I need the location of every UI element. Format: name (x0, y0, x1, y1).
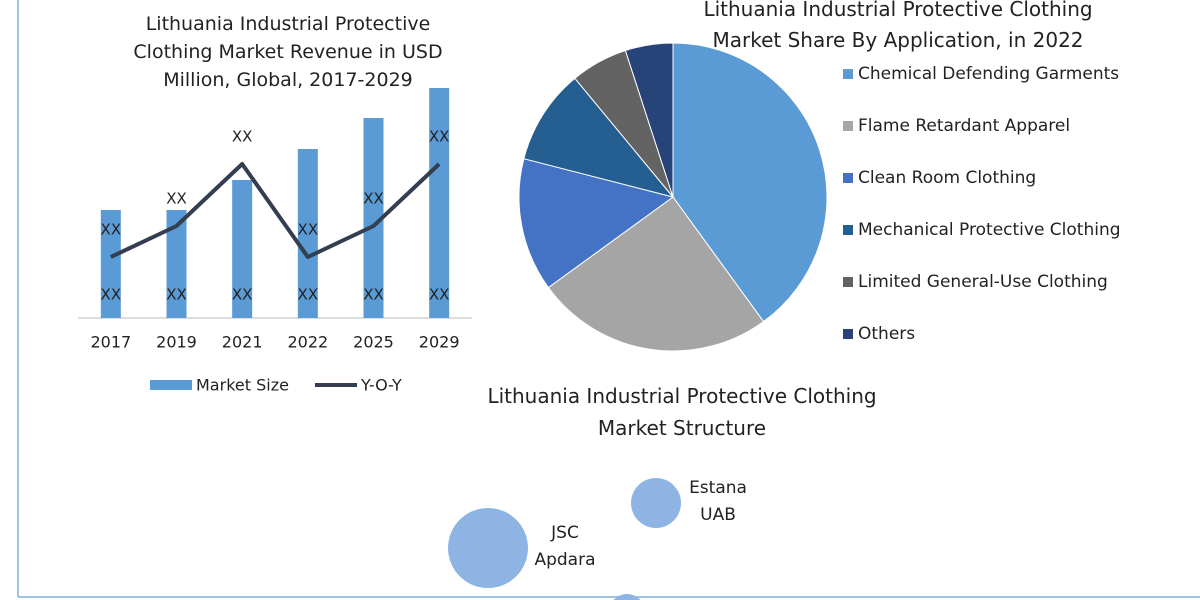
x-tick-label: 2022 (287, 333, 328, 352)
bar-label: XX (298, 286, 319, 304)
pie-slice (672, 42, 828, 323)
legend-label: Flame Retardant Apparel (858, 116, 1071, 136)
bubble-label: Estana UAB (689, 478, 747, 525)
legend-label: Others (858, 324, 916, 344)
pie-slice (547, 196, 765, 352)
pie-slice (523, 77, 675, 198)
legend-swatch (843, 121, 853, 131)
x-tick-label: 2017 (90, 333, 131, 352)
x-tick-label: 2021 (222, 333, 263, 352)
legend-swatch (843, 173, 853, 183)
line-label: XX (232, 128, 253, 146)
bar-label: XX (101, 286, 122, 304)
legend-label: Mechanical Protective Clothing (858, 220, 1121, 240)
line-label: XX (429, 128, 450, 146)
bar (429, 88, 450, 318)
legend-label: Clean Room Clothing (858, 168, 1037, 188)
legend-swatch (843, 225, 853, 235)
legend-swatch (843, 277, 853, 287)
bubble (631, 478, 681, 528)
legend-swatch (843, 329, 853, 339)
x-tick-label: 2019 (156, 333, 197, 352)
pie-slice (518, 158, 675, 289)
chart-title: Lithuania Industrial Protective Clothing… (703, 0, 1093, 52)
bar (100, 210, 121, 318)
line-label: XX (101, 221, 122, 239)
line-label: XX (166, 190, 187, 208)
legend-swatch (150, 380, 192, 390)
legend-label: Y-O-Y (360, 376, 402, 395)
bar-label: XX (429, 286, 450, 304)
bubble-label: JSC Apdara (534, 523, 596, 570)
legend-label: Chemical Defending Garments (858, 64, 1120, 84)
line-label: XX (298, 221, 319, 239)
bar-label: XX (166, 286, 187, 304)
bar-label: XX (232, 286, 253, 304)
bubble (613, 594, 641, 600)
bar-label: XX (363, 286, 384, 304)
chart-title: Lithuania Industrial Protective Clothing… (487, 384, 877, 440)
bar (166, 210, 187, 318)
bar (232, 180, 253, 318)
legend-swatch (843, 69, 853, 79)
pie-slice (624, 42, 674, 198)
bubble (448, 508, 528, 588)
x-tick-label: 2029 (419, 333, 460, 352)
chart-title: Lithuania Industrial Protective Clothing… (133, 13, 443, 91)
line (109, 162, 441, 259)
legend-label: Market Size (196, 376, 289, 395)
x-tick-label: 2025 (353, 333, 394, 352)
legend-label: Limited General-Use Clothing (858, 272, 1108, 292)
bar (363, 118, 384, 318)
bar (297, 149, 318, 318)
line-label: XX (363, 190, 384, 208)
